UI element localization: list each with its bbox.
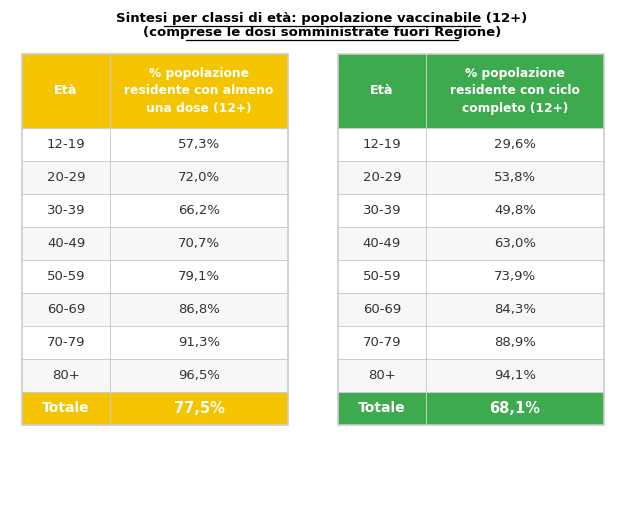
Text: (comprese le dosi somministrate fuori Regione): (comprese le dosi somministrate fuori Re… — [143, 26, 501, 39]
Text: 73,9%: 73,9% — [494, 270, 536, 283]
Text: 60-69: 60-69 — [47, 303, 85, 316]
Text: 94,1%: 94,1% — [494, 369, 536, 382]
Bar — [338, 161, 604, 194]
Bar — [22, 194, 288, 227]
Bar — [338, 326, 604, 359]
Text: 53,8%: 53,8% — [494, 171, 536, 184]
Text: 29,6%: 29,6% — [494, 138, 536, 151]
Bar — [338, 54, 604, 425]
Bar — [22, 326, 288, 359]
Bar — [338, 227, 604, 260]
Text: 12-19: 12-19 — [363, 138, 401, 151]
Text: 50-59: 50-59 — [363, 270, 401, 283]
Text: 70-79: 70-79 — [363, 336, 401, 349]
Text: 84,3%: 84,3% — [494, 303, 536, 316]
Text: 88,9%: 88,9% — [494, 336, 536, 349]
Text: 68,1%: 68,1% — [489, 401, 540, 416]
Text: 77,5%: 77,5% — [174, 401, 225, 416]
Text: 30-39: 30-39 — [47, 204, 85, 217]
Text: 50-59: 50-59 — [47, 270, 85, 283]
Text: 96,5%: 96,5% — [178, 369, 220, 382]
Text: 63,0%: 63,0% — [494, 237, 536, 250]
Text: Totale: Totale — [43, 402, 90, 415]
Text: 30-39: 30-39 — [363, 204, 401, 217]
Text: Età: Età — [370, 85, 393, 97]
Text: 60-69: 60-69 — [363, 303, 401, 316]
Bar — [22, 54, 288, 425]
Bar — [22, 128, 288, 161]
Text: 72,0%: 72,0% — [178, 171, 220, 184]
Bar — [22, 227, 288, 260]
Bar — [22, 293, 288, 326]
Bar — [22, 54, 288, 425]
Bar — [338, 359, 604, 392]
Bar — [338, 194, 604, 227]
Bar — [338, 293, 604, 326]
Text: 66,2%: 66,2% — [178, 204, 220, 217]
Bar — [338, 260, 604, 293]
Bar — [338, 392, 604, 425]
Text: 70-79: 70-79 — [47, 336, 85, 349]
Text: % popolazione
residente con ciclo
completo (12+): % popolazione residente con ciclo comple… — [450, 67, 580, 115]
Bar — [338, 54, 604, 128]
Text: Età: Età — [54, 85, 78, 97]
Text: 20-29: 20-29 — [363, 171, 401, 184]
Text: 40-49: 40-49 — [363, 237, 401, 250]
Bar — [22, 392, 288, 425]
Text: Sintesi per classi di età: popolazione vaccinabile (12+): Sintesi per classi di età: popolazione v… — [117, 12, 527, 25]
Text: 49,8%: 49,8% — [494, 204, 536, 217]
Text: 40-49: 40-49 — [47, 237, 85, 250]
Bar — [338, 128, 604, 161]
Text: % popolazione
residente con almeno
una dose (12+): % popolazione residente con almeno una d… — [124, 67, 274, 115]
Text: 20-29: 20-29 — [47, 171, 85, 184]
Bar — [22, 260, 288, 293]
Bar — [22, 359, 288, 392]
Text: 70,7%: 70,7% — [178, 237, 220, 250]
Text: 91,3%: 91,3% — [178, 336, 220, 349]
Bar — [22, 161, 288, 194]
Text: 79,1%: 79,1% — [178, 270, 220, 283]
Text: 80+: 80+ — [52, 369, 80, 382]
Text: 57,3%: 57,3% — [178, 138, 220, 151]
Bar — [338, 54, 604, 425]
Bar — [22, 54, 288, 128]
Text: 86,8%: 86,8% — [178, 303, 220, 316]
Text: 80+: 80+ — [368, 369, 396, 382]
Text: 12-19: 12-19 — [46, 138, 85, 151]
Text: Totale: Totale — [358, 402, 406, 415]
